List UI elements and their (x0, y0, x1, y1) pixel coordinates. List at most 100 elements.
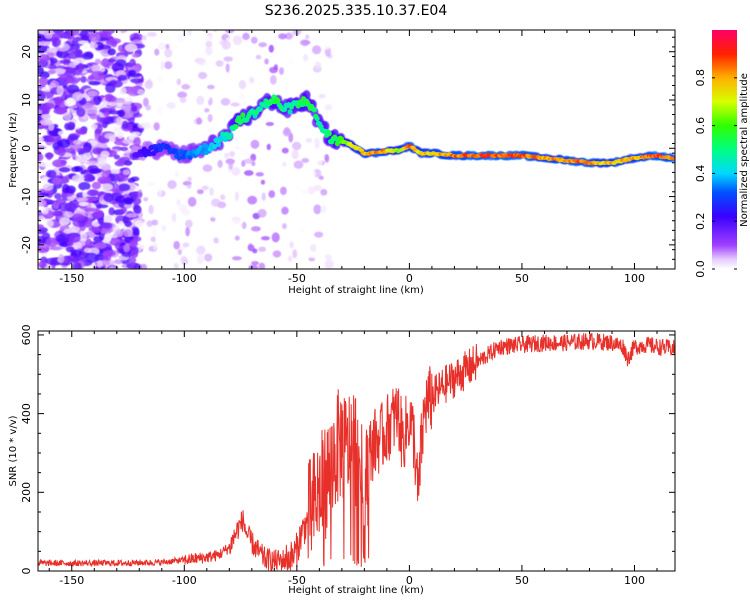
spectrogram-noise-cell (151, 228, 158, 238)
spectrogram-noise-cell (64, 79, 79, 85)
spectrogram-noise-cell (117, 109, 126, 117)
spectrogram-noise-cell (38, 76, 49, 86)
snr-x-tick-label: -100 (172, 574, 197, 587)
spectrogram-noise-cell (223, 56, 234, 62)
spectrogram-noise-cell (101, 221, 113, 229)
spectrogram-noise-cell (78, 201, 89, 207)
spectrogram-noise-cell (85, 160, 99, 166)
spectrogram-x-tick-label: -50 (288, 272, 306, 285)
spectrogram-noise-cell (75, 128, 87, 135)
spectrogram-noise-cell (303, 54, 309, 62)
spectrogram-noise-cell (269, 75, 277, 85)
spectrogram-noise-cell (123, 160, 133, 166)
snr-x-tick-label: -150 (59, 574, 84, 587)
spectrogram-noise-cell (179, 97, 187, 103)
spectrogram-noise-cell (157, 75, 163, 83)
spectrogram-noise-cell (99, 226, 112, 235)
spectrogram-y-tick-label: 10 (20, 93, 33, 107)
spectrogram-noise-cell (202, 164, 213, 172)
spectrogram-noise-cell (230, 102, 240, 107)
spectrogram-noise-cell (144, 80, 154, 90)
spectrogram-noise-cell (84, 252, 99, 263)
spectrogram-noise-cell (87, 90, 98, 97)
spectrogram-noise-cell (81, 52, 94, 60)
spectrogram-noise-cell (204, 253, 213, 262)
spectrogram-noise-cell (119, 87, 127, 95)
spectrogram-noise-cell (234, 235, 240, 241)
spectrogram-noise-cell (282, 223, 287, 230)
spectrogram-noise-cell (247, 243, 254, 251)
spectrogram-noise-cell (145, 104, 152, 111)
spectrogram-noise-cell (76, 147, 91, 154)
spectrogram-noise-cell (289, 241, 294, 249)
spectrogram-noise-cell (47, 69, 56, 75)
spectrogram-noise-cell (176, 78, 182, 86)
spectrogram-noise-cell (220, 194, 226, 201)
spectrogram-noise-cell (75, 197, 89, 202)
spectrogram-noise-cell (90, 123, 98, 130)
spectrogram-noise-cell (197, 254, 204, 265)
colorbar-tick-label: 0.8 (694, 69, 707, 87)
spectrogram-noise-cell (313, 184, 322, 192)
spectrogram-noise-cell (221, 40, 231, 50)
spectrogram-noise-cell (264, 58, 269, 65)
spectrogram-noise-cell (65, 246, 75, 253)
spectrogram-noise-cell (132, 197, 142, 205)
spectrogram-x-tick-label: -150 (59, 272, 84, 285)
spectrogram-noise-cell (301, 157, 310, 163)
spectrogram-noise-cell (164, 61, 173, 70)
spectrogram-noise-cell (158, 186, 163, 196)
spectrogram-noise-cell (181, 209, 190, 216)
spectrogram-noise-cell (251, 260, 260, 266)
spectrogram-noise-cell (300, 39, 310, 46)
spectrogram-noise-cell (103, 111, 110, 117)
colorbar: 0.0 0.2 0.4 0.6 0.8 Normalized spectral ampl… (694, 30, 750, 278)
spectrogram-noise-cell (196, 117, 202, 125)
spectrogram-noise-cell (307, 251, 318, 259)
spectrogram-noise-cell (196, 189, 204, 195)
spectrogram-noise-cell (309, 170, 316, 178)
spectrogram-noise-cell (114, 258, 123, 265)
spectrogram-noise-cell (54, 193, 62, 200)
spectrogram-noise-cell (291, 141, 302, 151)
spectrogram-noise-cell (293, 185, 303, 192)
spectrogram-noise-cell (201, 185, 209, 191)
spectrogram-noise-cell (165, 43, 170, 50)
spectrogram-noise-cell (38, 41, 51, 46)
spectrogram-noise-cell (154, 48, 160, 56)
spectrogram-noise-cell (187, 196, 197, 207)
spectrogram-noise-cell (122, 120, 129, 130)
spectrogram-noise-cell (324, 104, 333, 111)
spectrogram-noise-cell (241, 221, 247, 230)
spectrogram-noise-cell (131, 131, 141, 136)
spectrogram-noise-cell (107, 58, 116, 63)
spectrogram-noise-cell (117, 131, 124, 139)
spectrogram-noise-cell (95, 204, 109, 209)
spectrogram-noise-cell (113, 30, 122, 36)
spectrogram-noise-cell (282, 161, 287, 167)
spectrogram-noise-cell (186, 184, 192, 189)
snr-x-tick-label: -50 (288, 574, 306, 587)
spectrogram-noise-cell (88, 226, 101, 232)
spectrogram-noise-cell (314, 137, 320, 147)
spectrogram-noise-cell (282, 128, 292, 137)
spectrogram-noise-cell (196, 245, 206, 255)
snr-line (38, 333, 675, 571)
spectrogram-noise-cell (255, 54, 262, 60)
spectrogram-noise-cell (305, 137, 313, 143)
spectrogram-noise-cell (238, 92, 245, 101)
spectrogram-noise-cell (182, 242, 190, 248)
spectrogram-noise-cell (52, 37, 61, 47)
spectrogram-noise-cell (294, 190, 301, 196)
spectrogram-noise-cell (94, 58, 101, 65)
spectrogram-noise-cell (142, 97, 149, 107)
snr-x-label: Height of straight line (km) (288, 585, 424, 596)
spectrogram-noise-cell (173, 240, 180, 250)
spectrogram-noise-cell (229, 150, 236, 158)
spectrogram-noise-cell (156, 222, 165, 228)
spectrogram-noise-cell (63, 228, 77, 235)
spectrogram-noise-cell (41, 208, 49, 215)
spectrogram-noise-cell (130, 238, 138, 248)
spectrogram-noise-cell (52, 201, 60, 210)
spectrogram-noise-cell (318, 93, 326, 99)
